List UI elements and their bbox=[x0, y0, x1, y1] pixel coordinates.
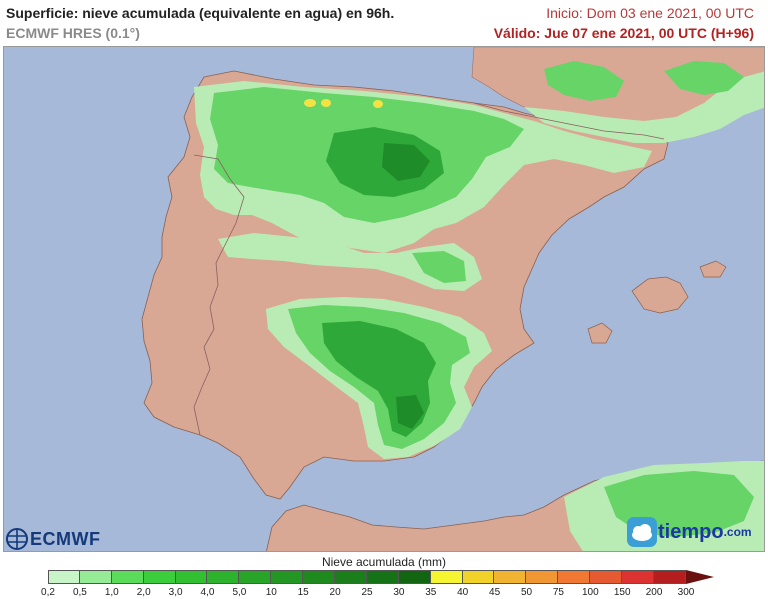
snow-peak-1 bbox=[304, 99, 316, 107]
legend-tick-label: 150 bbox=[613, 587, 631, 598]
valid-time: Válido: Jue 07 ene 2021, 00 UTC (H+96) bbox=[493, 25, 754, 41]
snow-peak-2 bbox=[321, 99, 331, 107]
legend-swatch bbox=[558, 570, 591, 584]
legend-swatch bbox=[79, 570, 112, 584]
snow-france-mid bbox=[664, 61, 744, 95]
snow-pyrenees bbox=[524, 71, 764, 143]
header: Superficie: nieve acumulada (equivalente… bbox=[0, 0, 768, 46]
legend-swatch bbox=[271, 570, 304, 584]
legend-swatch bbox=[335, 570, 367, 584]
legend-tick-label: 30 bbox=[393, 587, 405, 598]
legend-tick-label: 35 bbox=[425, 587, 437, 598]
legend-swatch bbox=[239, 570, 272, 584]
legend-tick-label: 5,0 bbox=[232, 587, 247, 598]
tiempo-cloud-icon bbox=[627, 517, 657, 547]
legend-swatch bbox=[398, 570, 431, 584]
portugal-border bbox=[193, 154, 245, 436]
legend-tick-label: 0,5 bbox=[72, 587, 87, 598]
snow-pyrenees-mid bbox=[544, 61, 624, 101]
legend-bar bbox=[48, 570, 714, 584]
legend-swatch bbox=[653, 570, 686, 584]
legend-swatch bbox=[143, 570, 176, 584]
model-label: ECMWF HRES (0.1°) bbox=[6, 25, 140, 41]
legend-tick-label: 25 bbox=[361, 587, 373, 598]
snow-central-mid bbox=[412, 251, 466, 283]
snow-map bbox=[3, 46, 765, 552]
legend-tick-label: 10 bbox=[265, 587, 277, 598]
tiempo-suffix: .com bbox=[723, 525, 752, 539]
legend-swatch bbox=[622, 570, 654, 584]
legend-arrow bbox=[685, 570, 714, 584]
snow-south-deep bbox=[396, 395, 424, 429]
legend-tick-label: 1,0 bbox=[104, 587, 119, 598]
legend-swatch bbox=[111, 570, 144, 584]
legend-tick-label: 40 bbox=[457, 587, 469, 598]
map-svg bbox=[4, 47, 764, 551]
legend-tick-label: 20 bbox=[329, 587, 341, 598]
legend-tick-label: 200 bbox=[645, 587, 663, 598]
ecmwf-label: ECMWF bbox=[30, 528, 101, 549]
legend-swatch bbox=[207, 570, 240, 584]
legend-title: Nieve acumulada (mm) bbox=[321, 555, 447, 569]
snow-central-light bbox=[218, 233, 482, 291]
legend-tick-label: 0,2 bbox=[41, 587, 55, 598]
legend-tick-label: 300 bbox=[677, 587, 695, 598]
legend-swatch bbox=[175, 570, 208, 584]
legend-tick-label: 3,0 bbox=[168, 587, 183, 598]
snow-peak-3 bbox=[373, 100, 383, 108]
legend-swatch bbox=[48, 570, 80, 584]
ecmwf-logo: ECMWF bbox=[4, 528, 100, 550]
tiempo-logo: tiempo .com bbox=[626, 516, 752, 548]
legend-tick-label: 100 bbox=[581, 587, 599, 598]
legend-tick-label: 45 bbox=[489, 587, 501, 598]
mallorca bbox=[631, 276, 689, 314]
legend-swatch bbox=[590, 570, 623, 584]
legend-tick-label: 15 bbox=[297, 587, 309, 598]
snow-north-deep bbox=[382, 143, 430, 181]
ecmwf-globe-icon bbox=[6, 528, 28, 550]
map-title: Superficie: nieve acumulada (equivalente… bbox=[6, 5, 395, 21]
ibiza bbox=[587, 322, 613, 344]
menorca bbox=[699, 260, 727, 278]
legend-tick-label: 50 bbox=[520, 587, 533, 598]
init-time: Inicio: Dom 03 ene 2021, 00 UTC bbox=[546, 5, 754, 21]
tiempo-label: tiempo bbox=[658, 520, 724, 543]
legend-tick-label: 4,0 bbox=[200, 587, 215, 598]
legend-tick-label: 75 bbox=[552, 587, 564, 598]
france-border bbox=[473, 102, 665, 140]
legend-swatch bbox=[526, 570, 559, 584]
legend-swatch bbox=[303, 570, 336, 584]
legend-swatch bbox=[430, 570, 463, 584]
legend-swatch bbox=[462, 570, 495, 584]
legend-tick-label: 2,0 bbox=[136, 587, 151, 598]
legend-ticks: 0,2 0,5 1,0 2,0 3,0 4,0 5,0 10 15 20 25 30 35 40 45 50 7… bbox=[0, 587, 768, 599]
legend-swatch bbox=[366, 570, 399, 584]
legend-swatch bbox=[494, 570, 527, 584]
